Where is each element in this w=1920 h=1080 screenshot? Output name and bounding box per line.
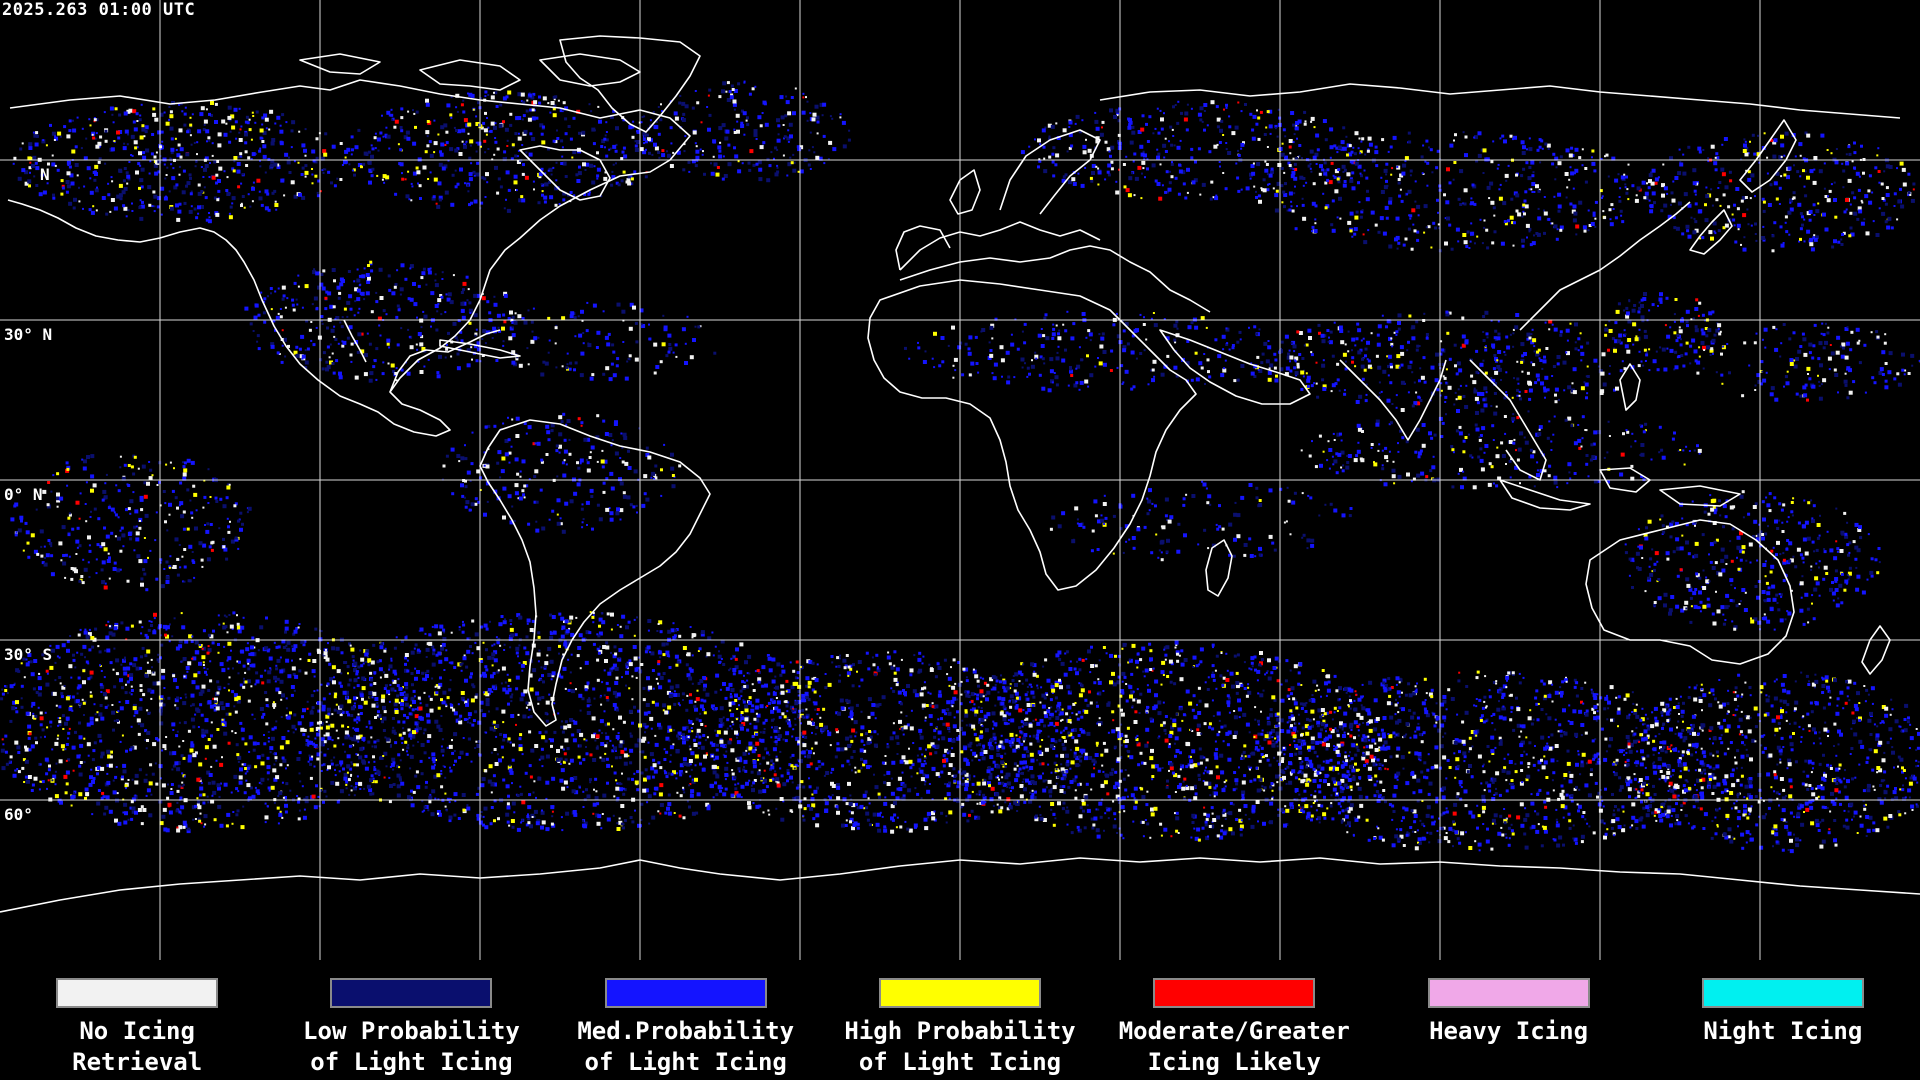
indonesia-islands [1499, 467, 1741, 511]
legend-item: Low Probability of Light Icing [269, 978, 553, 1078]
gulf-coast [389, 329, 501, 393]
latitude-label: 60° [4, 805, 33, 824]
arctic-islands [299, 53, 641, 91]
legend-swatch [330, 978, 493, 1008]
legend-label-line2: Icing Likely [1147, 1048, 1321, 1076]
madagascar-coast [1205, 539, 1233, 597]
legend-item: Med.Probability of Light Icing [544, 978, 828, 1078]
china-coast [1519, 201, 1691, 331]
mediterranean-coast [899, 221, 1101, 271]
legend-swatch [1153, 978, 1316, 1008]
legend-label-line2: of Light Icing [310, 1048, 513, 1076]
legend-label: Heavy Icing [1367, 1016, 1651, 1047]
scandinavia-coast [999, 129, 1101, 215]
legend-label-line2: of Light Icing [858, 1048, 1062, 1076]
southeast-asia-coast [1469, 359, 1547, 481]
arabia-coast [1159, 329, 1311, 405]
legend-label: High Probability of Light Icing [818, 1016, 1102, 1078]
legend-label-line2: of Light Icing [584, 1048, 787, 1076]
india-coast [1339, 359, 1447, 441]
legend: No Icing Retrieval Low Probability of Light… [0, 960, 1920, 1080]
timestamp-label: 2025.263 01:00 UTC [2, 0, 196, 20]
legend-label: No Icing Retrieval [0, 1016, 279, 1078]
legend-item: Night Icing [1641, 978, 1920, 1047]
legend-label: Moderate/Greater Icing Likely [1092, 1016, 1376, 1078]
japan-coast [1689, 209, 1733, 255]
legend-swatch [56, 978, 219, 1008]
legend-label-line1: Heavy Icing [1429, 1017, 1589, 1045]
latitude-label: N [40, 165, 50, 184]
latitude-label: 30° N [4, 325, 53, 344]
iberia-coast [895, 225, 951, 271]
north-america-coast [7, 79, 691, 437]
legend-item: Moderate/Greater Icing Likely [1092, 978, 1376, 1078]
legend-swatch [604, 978, 767, 1008]
philippines-coast [1619, 363, 1641, 411]
legend-label-line1: Night Icing [1703, 1017, 1863, 1045]
legend-item: Heavy Icing [1367, 978, 1651, 1047]
legend-swatch [879, 978, 1041, 1008]
new-zealand-coast [1861, 625, 1891, 675]
coastline-layer [0, 35, 1920, 913]
hudson-bay [519, 145, 611, 201]
legend-label: Night Icing [1641, 1016, 1920, 1047]
legend-swatch [1701, 978, 1864, 1008]
greenland-coast [559, 35, 701, 133]
baja-coast [343, 319, 367, 363]
map-canvas [0, 0, 1920, 960]
siberia-coast [1099, 83, 1901, 119]
kamchatka-coast [1739, 119, 1797, 193]
europe-coast [899, 245, 1211, 313]
africa-coast [867, 279, 1197, 591]
british-isles [949, 169, 981, 215]
icing-field-layer [0, 80, 1920, 854]
graticule-layer [0, 0, 1920, 960]
legend-label-line1: Low Probability [303, 1017, 520, 1045]
australia-coast [1585, 519, 1795, 665]
latitude-label: 0° N [4, 485, 43, 504]
legend-label-line1: Med.Probability [577, 1017, 795, 1045]
legend-swatch [1427, 978, 1590, 1008]
legend-label-line1: No Icing [79, 1017, 195, 1045]
legend-label-line1: Moderate/Greater [1118, 1017, 1350, 1045]
legend-label-line1: High Probability [844, 1017, 1076, 1045]
legend-label-line2: Retrieval [72, 1048, 203, 1076]
south-america-coast [479, 419, 711, 727]
legend-label: Med.Probability of Light Icing [544, 1016, 828, 1078]
legend-label: Low Probability of Light Icing [269, 1016, 553, 1078]
legend-item: No Icing Retrieval [0, 978, 279, 1078]
antarctica-coast [0, 857, 1920, 913]
global-icing-map: 2025.263 01:00 UTC N 30° N 0° N 30° S 60° [0, 0, 1920, 960]
latitude-label: 30° S [4, 645, 53, 664]
legend-item: High Probability of Light Icing [818, 978, 1102, 1078]
cuba-coast [439, 339, 521, 359]
